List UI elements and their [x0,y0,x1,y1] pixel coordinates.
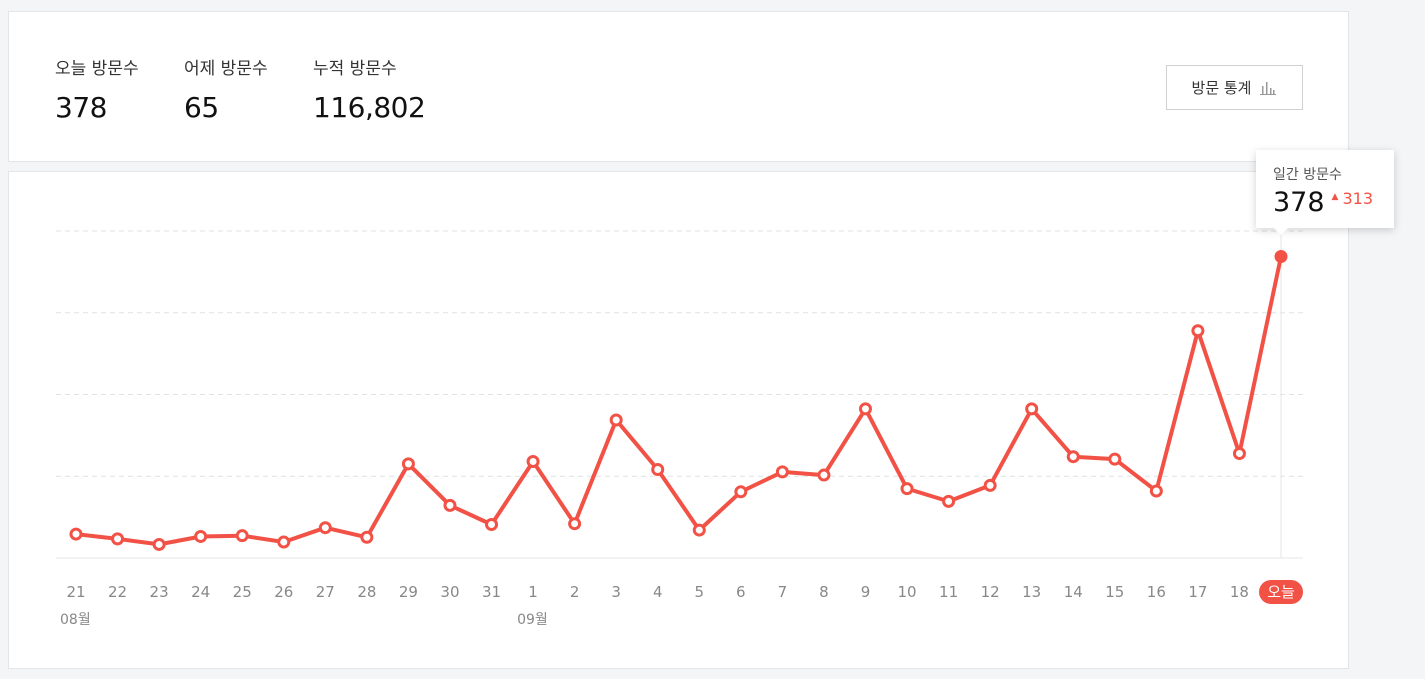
x-tick-label: 5 [695,583,705,601]
data-point [111,532,125,546]
today-visits-stat: 오늘 방문수 378 [55,54,139,124]
data-point [526,454,540,468]
x-tick-label: 25 [233,583,252,601]
series-line [74,254,1283,547]
x-tick-label: 18 [1230,583,1249,601]
x-tick-label: 12 [981,583,1000,601]
data-point-highlight [1274,250,1288,264]
data-point [318,521,332,535]
month-label: 08월 [60,612,91,628]
x-tick-label: 17 [1188,583,1207,601]
today-visits-label: 오늘 방문수 [55,59,139,79]
x-tick-label: 7 [778,583,788,601]
total-visits-value: 116,802 [313,91,426,124]
data-point [734,485,748,499]
today-visits-value: 378 [55,91,107,124]
x-tick-label: 8 [819,583,829,601]
data-point [235,529,249,543]
x-tick-label: 14 [1064,583,1083,601]
data-point [983,478,997,492]
x-tick-label: 29 [399,583,418,601]
x-tick-label: 10 [897,583,916,601]
visitor-summary-panel: 오늘 방문수 378 어제 방문수 65 누적 방문수 116,802 방문 통… [8,11,1349,162]
data-point [1025,402,1039,416]
series-points [69,250,1288,551]
data-point [817,468,831,482]
data-point [1232,447,1246,461]
x-tick-label: 16 [1147,583,1166,601]
x-tick-label: 28 [357,583,376,601]
x-tick-label: 22 [108,583,127,601]
data-point [900,482,914,496]
yesterday-visits-value: 65 [184,91,219,124]
x-tick-label: 21 [66,583,85,601]
data-point [692,523,706,537]
data-point [775,465,789,479]
daily-visits-tooltip: 일간 방문수 378 ▲ 313 [1256,150,1394,235]
data-point [651,462,665,476]
tooltip-label: 일간 방문수 [1273,167,1342,183]
yesterday-visits-stat: 어제 방문수 65 [184,54,268,124]
series-line-path [74,254,1283,547]
data-point [443,498,457,512]
data-point [568,517,582,531]
x-tick-label: 15 [1105,583,1124,601]
daily-visits-chart-panel [8,171,1349,669]
data-point [152,537,166,551]
data-point [360,530,374,544]
data-point [69,527,83,541]
data-point [1149,484,1163,498]
x-axis: 21 22 23 24 25 26 27 28 29 30 31 1 2 3 4 5 6 7 8 9 10 11 12 13 1… [60,580,1303,628]
data-point [401,457,415,471]
data-point [1108,452,1122,466]
x-tick-label: 30 [440,583,459,601]
data-point [1066,450,1080,464]
x-tick-label: 11 [939,583,958,601]
data-point [609,413,623,427]
today-badge [1259,580,1303,604]
month-label: 09월 [517,612,548,628]
yesterday-visits-label: 어제 방문수 [184,59,268,79]
data-point [942,494,956,508]
data-point [1191,324,1205,338]
x-tick-label: 26 [274,583,293,601]
data-point [194,529,208,543]
x-tick-label: 23 [150,583,169,601]
x-tick-label: 27 [316,583,335,601]
visit-stats-button[interactable]: 방문 통계 [1166,65,1303,110]
total-visits-stat: 누적 방문수 116,802 [313,54,426,124]
grid-lines [56,230,1303,559]
x-tick-label: 2 [570,583,580,601]
x-tick-label: 4 [653,583,663,601]
x-tick-label: 9 [861,583,871,601]
x-tick-label: 13 [1022,583,1041,601]
bar-chart-icon [1260,81,1277,95]
tooltip-delta: 313 [1342,189,1374,208]
visit-stats-button-label: 방문 통계 [1191,79,1252,97]
data-point [277,535,291,549]
x-tick-label: 31 [482,583,501,601]
data-point [858,402,872,416]
x-tick-label: 3 [611,583,621,601]
tooltip-value: 378 [1273,187,1325,218]
x-tick-label: 6 [736,583,746,601]
x-tick-label-today: 오늘 [1267,583,1295,601]
data-point [485,518,499,532]
x-tick-label: 24 [191,583,210,601]
triangle-up-icon: ▲ [1331,192,1339,202]
total-visits-label: 누적 방문수 [313,59,397,79]
x-tick-label: 1 [528,583,538,601]
